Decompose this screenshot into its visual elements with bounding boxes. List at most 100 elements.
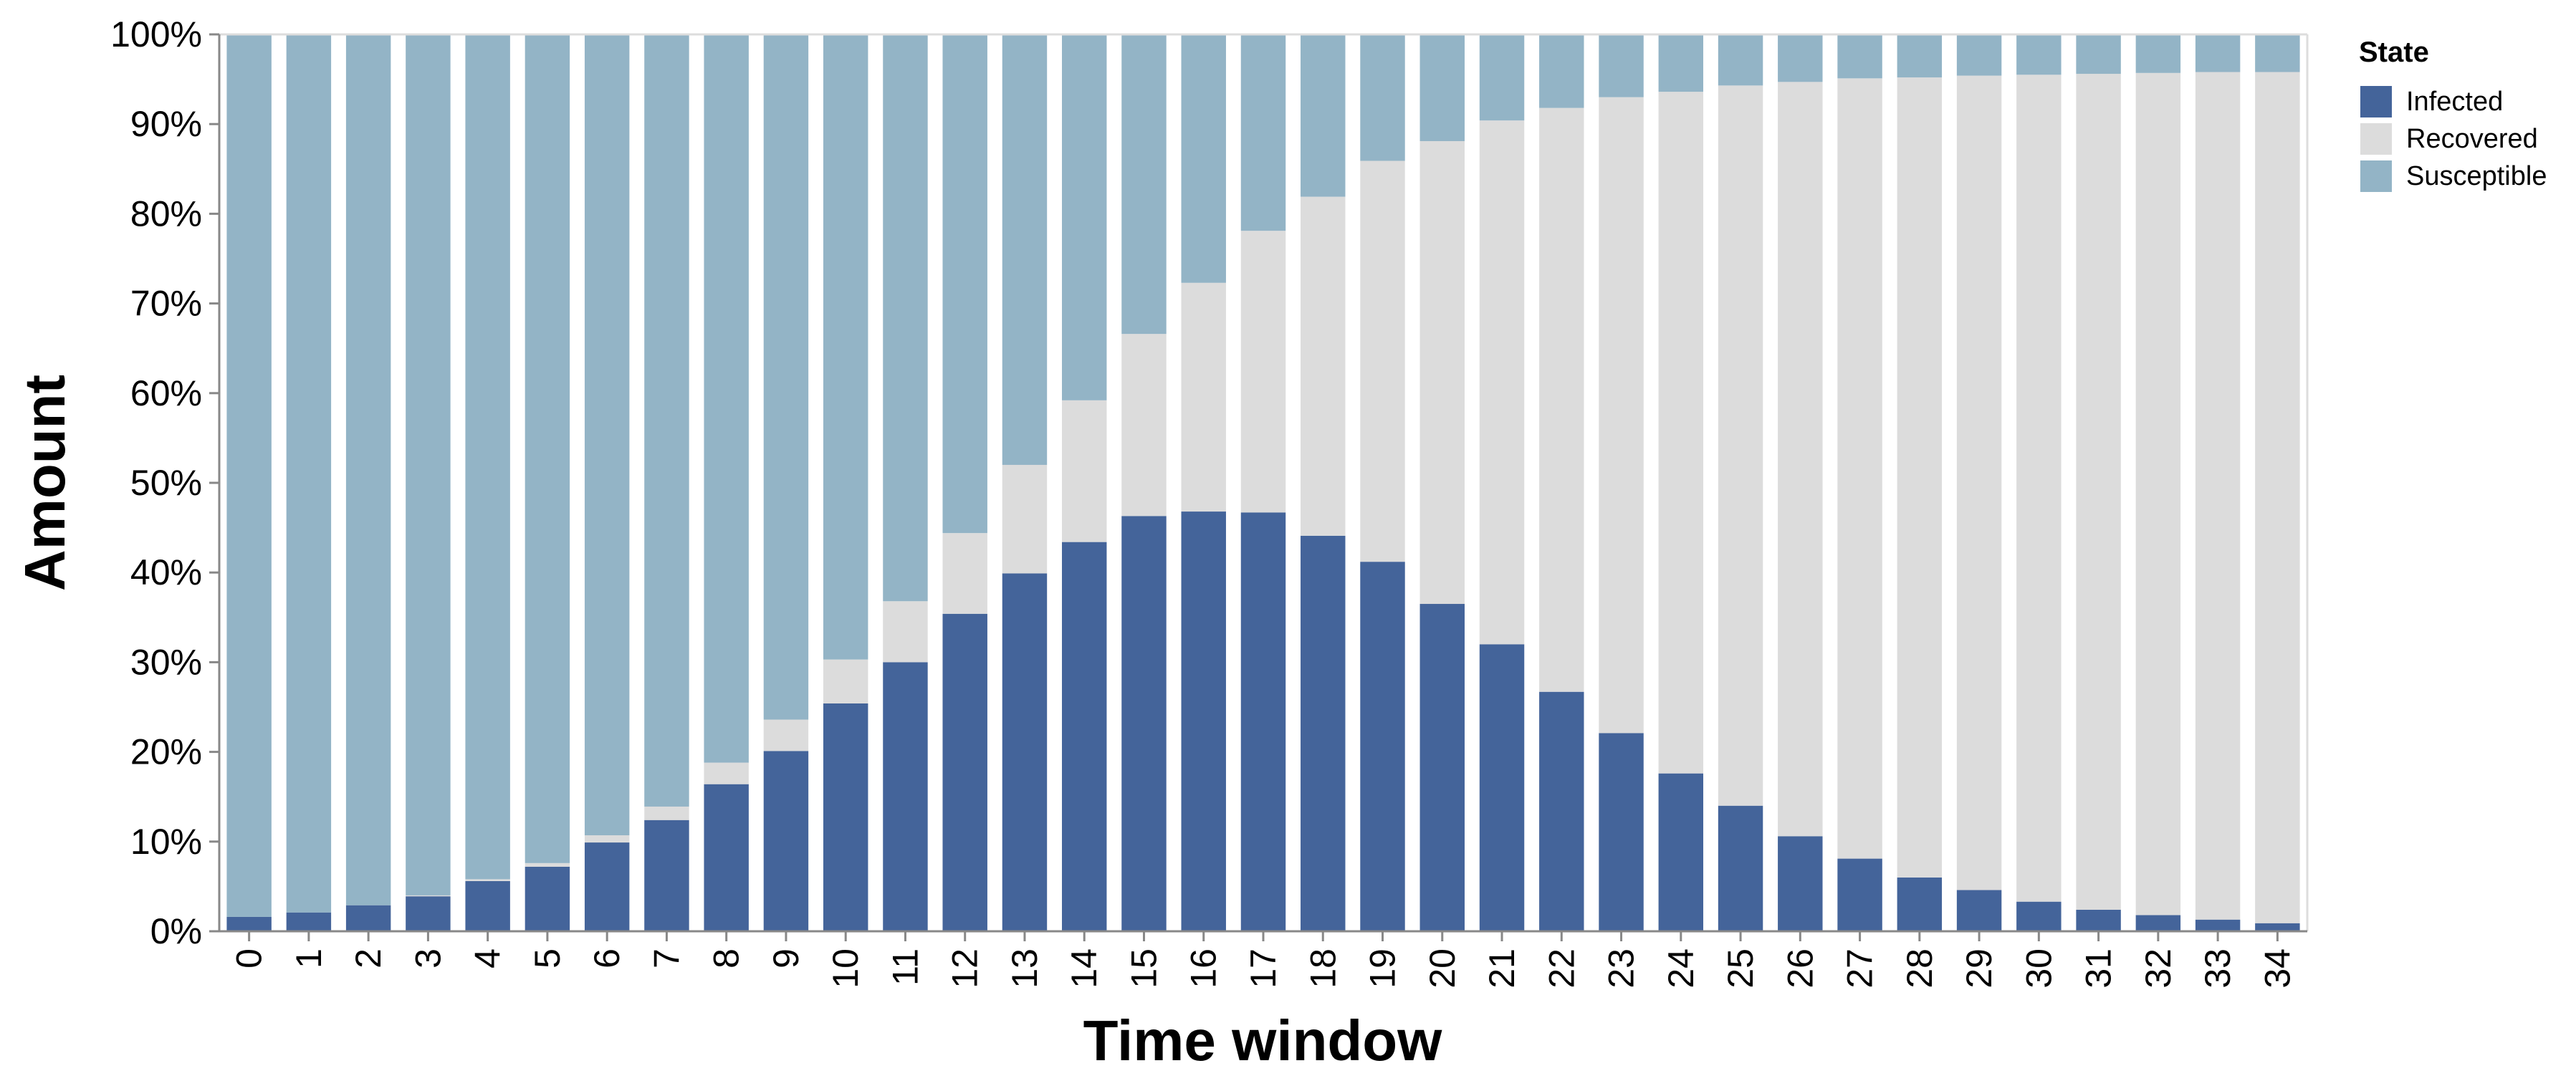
bar-segment-susceptible-21 <box>1479 34 1525 121</box>
legend-title: State <box>2359 37 2429 68</box>
bar-segment-infected-1 <box>286 912 332 931</box>
bar-segment-infected-24 <box>1658 773 1704 931</box>
bar-segment-infected-7 <box>644 820 689 931</box>
bar-segment-infected-19 <box>1360 562 1405 931</box>
bar-segment-susceptible-14 <box>1062 34 1107 400</box>
bar-segment-infected-12 <box>942 613 987 931</box>
bar-segment-susceptible-17 <box>1240 34 1286 231</box>
x-tick-label: 31 <box>2079 948 2119 989</box>
bar-segment-susceptible-12 <box>942 34 987 534</box>
bar-segment-infected-5 <box>525 866 570 931</box>
x-tick-label: 7 <box>646 948 686 969</box>
bar-segment-infected-33 <box>2195 919 2241 931</box>
bar-segment-susceptible-4 <box>465 34 510 880</box>
x-tick-label: 6 <box>587 948 627 969</box>
x-tick-label: 9 <box>766 948 806 969</box>
x-tick-label: 27 <box>1840 948 1880 989</box>
bar-segment-susceptible-33 <box>2195 34 2241 72</box>
y-tick-label: 40% <box>130 552 202 592</box>
x-tick-label: 32 <box>2138 948 2178 989</box>
x-tick-label: 0 <box>229 948 269 969</box>
bar-segment-susceptible-20 <box>1419 34 1465 141</box>
x-tick-label: 20 <box>1422 948 1462 989</box>
bar-segment-recovered-3 <box>406 895 451 897</box>
y-axis-title: Amount <box>13 375 77 591</box>
bar-segment-recovered-9 <box>763 719 809 751</box>
y-tick-label: 20% <box>130 732 202 772</box>
bar-segment-recovered-31 <box>2076 74 2121 910</box>
bar-segment-susceptible-18 <box>1301 34 1346 197</box>
x-tick-label: 14 <box>1064 948 1104 989</box>
x-axis-title: Time window <box>1083 1009 1443 1072</box>
bar-segment-infected-9 <box>763 751 809 931</box>
bar-segment-recovered-10 <box>823 659 868 703</box>
bar-segment-susceptible-30 <box>2016 34 2062 75</box>
bar-segment-infected-16 <box>1181 511 1226 931</box>
bar-segment-recovered-21 <box>1479 120 1525 645</box>
x-tick-label: 23 <box>1601 948 1642 989</box>
bar-segment-infected-15 <box>1121 516 1167 931</box>
bar-segment-susceptible-15 <box>1121 34 1167 335</box>
bar-segment-infected-21 <box>1479 644 1525 931</box>
legend-swatch-infected <box>2360 86 2392 117</box>
x-tick-label: 1 <box>289 948 329 969</box>
x-tick-label: 16 <box>1184 948 1224 989</box>
legend: State Infected Recovered Susceptible <box>2359 37 2547 192</box>
bar-segment-infected-18 <box>1301 535 1346 931</box>
y-tick-label: 50% <box>130 463 202 503</box>
bar-segment-infected-22 <box>1539 691 1584 931</box>
legend-swatch-recovered <box>2360 123 2392 155</box>
x-tick-label: 13 <box>1005 948 1045 989</box>
bar-segment-infected-25 <box>1718 805 1763 931</box>
bar-segment-susceptible-29 <box>1956 34 2002 76</box>
x-tick-label: 24 <box>1661 948 1701 989</box>
y-tick-label: 30% <box>130 642 202 682</box>
bar-segment-susceptible-31 <box>2076 34 2121 75</box>
x-tick-label: 8 <box>707 948 747 969</box>
bar-segment-infected-4 <box>465 880 510 931</box>
x-tick-label: 3 <box>408 948 448 969</box>
x-tick-label: 25 <box>1720 948 1761 989</box>
y-tick-label: 90% <box>130 104 202 144</box>
bar-segment-recovered-19 <box>1360 160 1405 562</box>
bar-segment-recovered-30 <box>2016 75 2062 902</box>
bar-segment-susceptible-6 <box>584 34 630 836</box>
x-tick-label: 5 <box>527 948 568 969</box>
y-tick-label: 0% <box>150 911 202 951</box>
bar-segment-recovered-14 <box>1062 400 1107 542</box>
x-tick-label: 33 <box>2198 948 2238 989</box>
bar-segment-infected-6 <box>584 842 630 931</box>
x-tick-label: 17 <box>1243 948 1283 989</box>
bar-segment-susceptible-27 <box>1837 34 1882 79</box>
x-tick-label: 11 <box>885 948 925 986</box>
bar-segment-susceptible-0 <box>226 34 272 917</box>
bar-segment-recovered-27 <box>1837 78 1882 859</box>
bar-segment-recovered-18 <box>1301 196 1346 536</box>
bar-segment-susceptible-32 <box>2135 34 2181 73</box>
bar-segment-susceptible-5 <box>525 34 570 863</box>
x-tick-label: 12 <box>945 948 985 989</box>
legend-swatch-susceptible <box>2360 160 2392 192</box>
bar-segment-infected-11 <box>883 662 928 931</box>
bar-segment-infected-28 <box>1897 877 1943 931</box>
bar-segment-infected-20 <box>1419 604 1465 931</box>
bar-segment-recovered-26 <box>1778 82 1823 837</box>
bar-segment-recovered-20 <box>1419 140 1465 605</box>
x-tick-label: 21 <box>1482 948 1522 989</box>
bar-segment-recovered-33 <box>2195 72 2241 920</box>
legend-label-infected: Infected <box>2406 87 2503 117</box>
bar-segment-recovered-11 <box>883 601 928 663</box>
bar-segment-susceptible-10 <box>823 34 868 660</box>
bar-segment-recovered-4 <box>465 879 510 881</box>
y-tick-label: 70% <box>130 284 202 324</box>
x-tick-label: 18 <box>1303 948 1343 989</box>
bar-segment-infected-17 <box>1240 512 1286 931</box>
bar-segment-susceptible-1 <box>286 34 332 913</box>
bar-segment-recovered-5 <box>525 862 570 867</box>
bar-segment-susceptible-3 <box>406 34 451 895</box>
bar-segment-infected-27 <box>1837 858 1882 931</box>
bar-segment-susceptible-16 <box>1181 34 1226 283</box>
bar-segment-recovered-34 <box>2255 72 2300 923</box>
bars-layer <box>226 34 2300 931</box>
